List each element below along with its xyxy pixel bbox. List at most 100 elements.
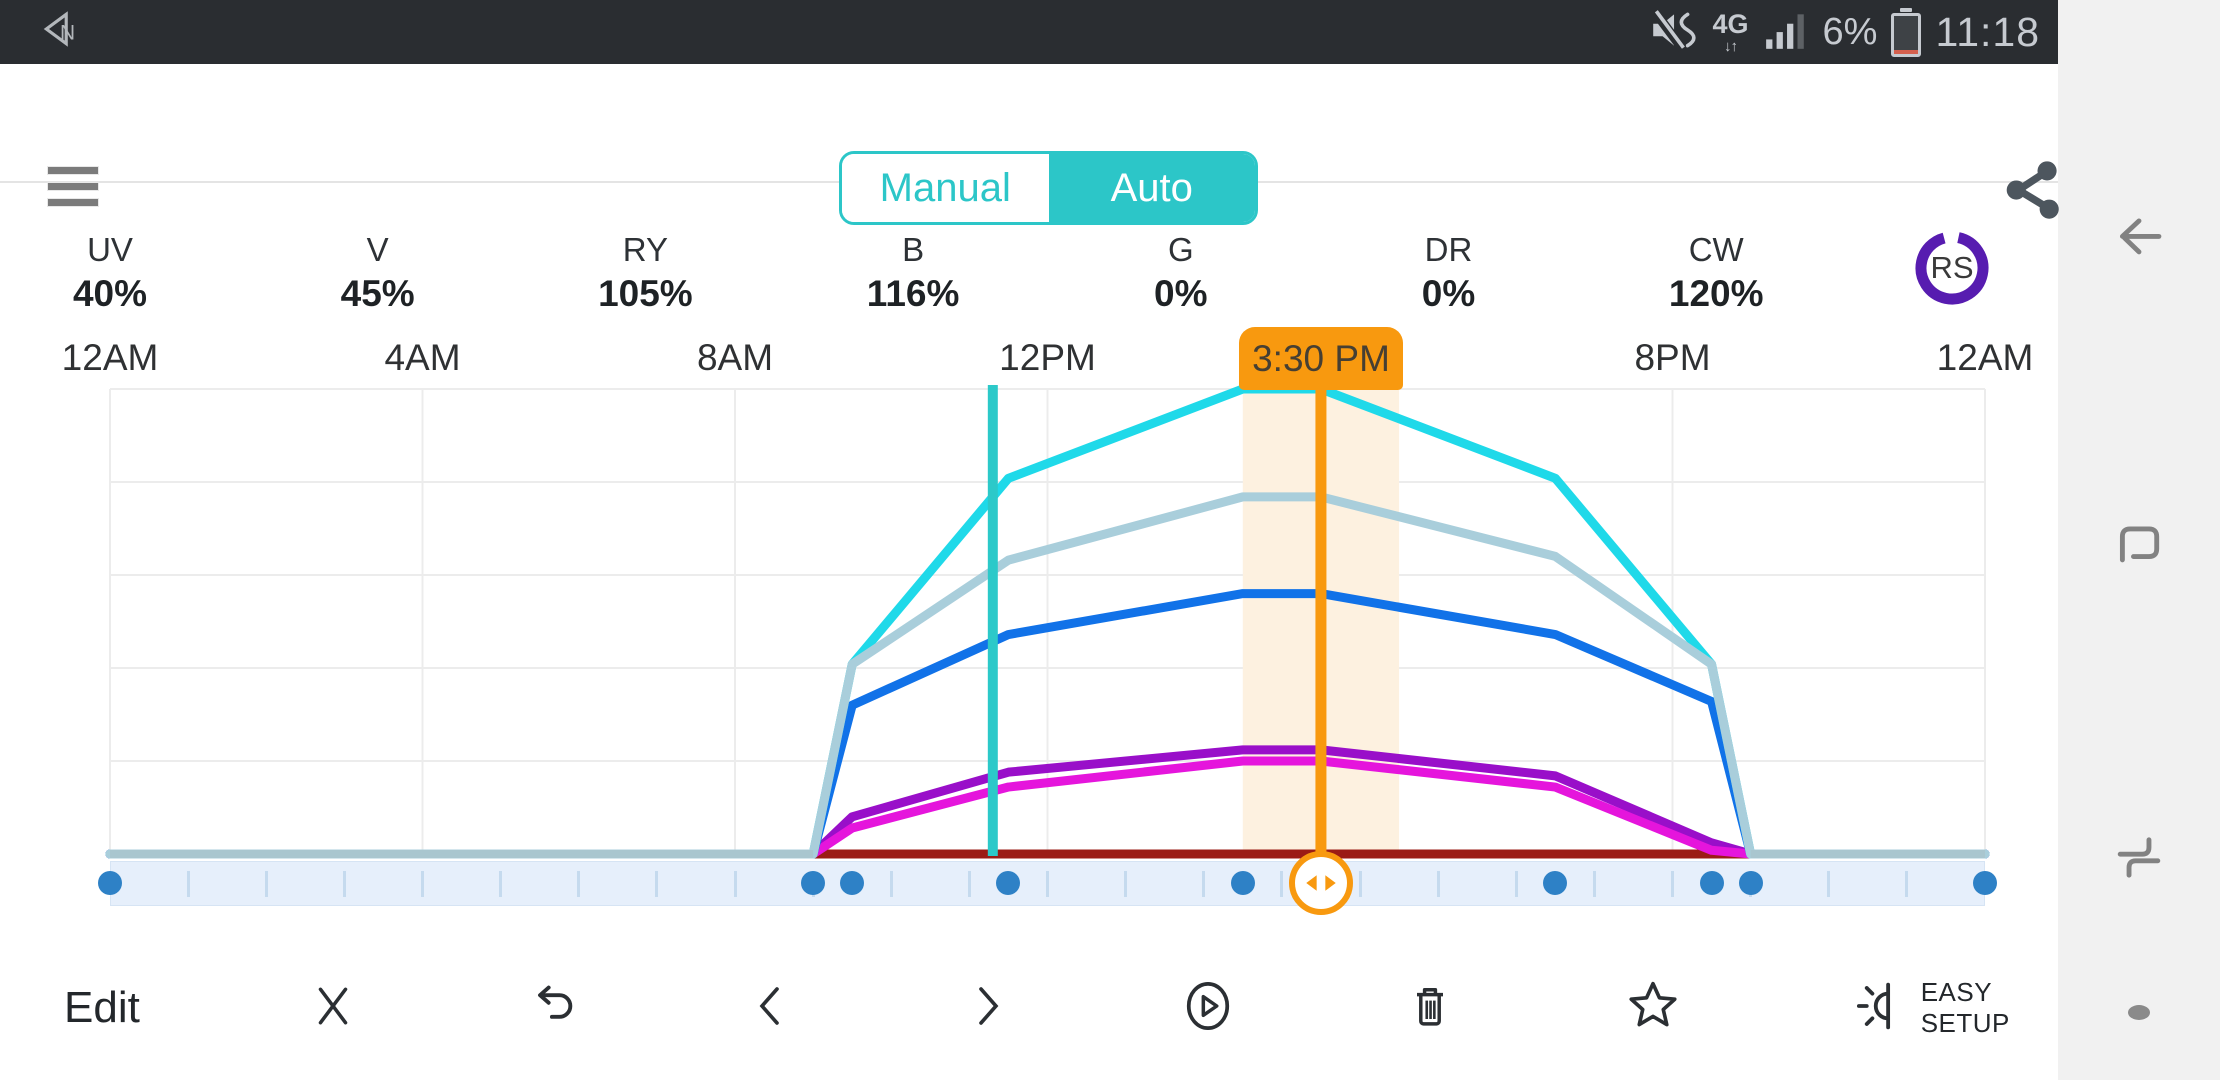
auto-mode-tab[interactable]: Auto xyxy=(1048,154,1255,222)
channel-name: RY xyxy=(622,231,669,268)
hour-tick xyxy=(967,871,971,897)
hour-tick xyxy=(1671,871,1674,897)
easy-setup-button[interactable]: EASY SETUP xyxy=(1851,977,2010,1040)
hour-tick xyxy=(1124,871,1128,897)
time-scrubber-handle[interactable] xyxy=(1288,851,1353,915)
hour-tick xyxy=(889,871,893,897)
easy-setup-label: EASY SETUP xyxy=(1920,976,2010,1038)
channel-item-cw[interactable]: CW 120% xyxy=(1669,231,1764,315)
hour-tick xyxy=(1280,871,1284,897)
series-cyan xyxy=(105,384,1990,859)
rs-ring-button[interactable]: RS xyxy=(1912,228,1992,308)
favorite-button[interactable] xyxy=(1624,977,1682,1040)
nav-back-icon xyxy=(2108,218,2170,273)
back-button[interactable] xyxy=(2108,207,2170,274)
hour-tick xyxy=(1358,871,1362,897)
prev-button[interactable] xyxy=(747,980,795,1037)
channel-item-ry[interactable]: RY 105% xyxy=(598,231,693,315)
data-arrows-icon: ↓↑ xyxy=(1724,37,1738,55)
close-icon xyxy=(308,981,358,1036)
series-pale-blue xyxy=(105,492,1990,859)
hour-tick xyxy=(1202,871,1206,897)
clock-label: 11:18 xyxy=(1935,8,2040,55)
hour-tick xyxy=(499,871,503,897)
app-header: Manual Auto xyxy=(0,64,2059,225)
series-magenta xyxy=(105,756,1990,859)
hour-tick xyxy=(655,871,659,897)
nav-dot-icon xyxy=(2119,1005,2159,1032)
undo-button[interactable] xyxy=(527,980,579,1037)
channel-value: 0% xyxy=(1421,273,1476,314)
network-type-label: 4G xyxy=(1712,8,1749,39)
edit-button[interactable]: Edit xyxy=(64,983,140,1033)
menu-button[interactable] xyxy=(48,167,98,215)
share-button[interactable] xyxy=(1995,156,2063,229)
channel-name: DR xyxy=(1424,231,1473,268)
status-right-cluster: 4G ↓↑ 6% 11:18 xyxy=(1648,5,2040,60)
channel-value: 120% xyxy=(1668,273,1764,314)
signal-strength-icon xyxy=(1763,7,1809,58)
time-axis-label: 8AM xyxy=(696,337,774,378)
time-axis-label: 4AM xyxy=(384,337,461,378)
star-icon xyxy=(1624,977,1682,1040)
chevron-right-icon xyxy=(963,980,1011,1037)
time-axis-label: 12AM xyxy=(1936,337,2034,378)
setpoint-dot[interactable] xyxy=(1543,871,1568,895)
trash-icon xyxy=(1404,979,1456,1038)
manual-mode-tab[interactable]: Manual xyxy=(842,154,1049,222)
time-axis-label: 12PM xyxy=(999,337,1096,378)
channel-name: UV xyxy=(87,231,133,268)
chevron-left-icon xyxy=(747,980,795,1037)
setpoint-dot[interactable] xyxy=(996,871,1021,895)
undo-icon xyxy=(527,980,579,1037)
selected-time-badge[interactable]: 3:30 PM xyxy=(1239,327,1403,390)
delete-button[interactable] xyxy=(1404,979,1456,1038)
hour-tick xyxy=(733,871,737,897)
setpoint-dot[interactable] xyxy=(1230,871,1255,895)
setpoint-dot[interactable] xyxy=(840,871,865,895)
setpoint-dot[interactable] xyxy=(801,871,826,895)
hour-tick xyxy=(186,871,190,897)
channel-item-g[interactable]: G 0% xyxy=(1154,231,1207,315)
channel-name: G xyxy=(1167,231,1194,268)
app-window: N 4G ↓↑ xyxy=(0,0,2059,1041)
popup-view-button[interactable] xyxy=(2108,827,2170,894)
rs-label: RS xyxy=(1930,250,1974,285)
setpoint-dot[interactable] xyxy=(1738,871,1763,895)
hour-tick xyxy=(1827,871,1831,897)
setpoint-dot[interactable] xyxy=(98,871,122,895)
mode-toggle: Manual Auto xyxy=(839,151,1258,225)
nav-popup-icon xyxy=(2108,837,2170,893)
channel-item-b[interactable]: B 116% xyxy=(867,231,960,315)
hour-tick xyxy=(342,871,346,897)
nav-recents-icon xyxy=(2108,526,2170,581)
android-nav-bar xyxy=(2058,0,2220,1080)
setpoint-dot[interactable] xyxy=(1699,871,1724,895)
battery-percent-label: 6% xyxy=(1822,10,1878,53)
hour-tick xyxy=(1046,871,1049,897)
channel-name: B xyxy=(902,231,925,268)
channel-item-v[interactable]: V 45% xyxy=(341,231,415,315)
hide-navbar-button[interactable] xyxy=(2119,998,2159,1033)
preview-play-button[interactable] xyxy=(1180,976,1236,1041)
toolbar-label: Edit xyxy=(64,983,140,1032)
battery-icon xyxy=(1891,7,1922,57)
close-button[interactable] xyxy=(308,981,358,1036)
channel-value: 105% xyxy=(598,273,693,314)
channel-name: CW xyxy=(1688,231,1744,268)
hour-tick xyxy=(421,871,424,897)
recents-button[interactable] xyxy=(2108,515,2170,582)
channel-item-dr[interactable]: DR 0% xyxy=(1422,231,1475,315)
next-button[interactable] xyxy=(963,980,1011,1037)
hour-tick xyxy=(264,871,268,897)
svg-text:N: N xyxy=(60,21,75,44)
channel-value: 0% xyxy=(1154,273,1208,314)
nfc-icon: N xyxy=(38,7,84,58)
play-icon xyxy=(1180,976,1236,1041)
channel-item-uv[interactable]: UV 40% xyxy=(73,231,147,315)
setpoint-dot[interactable] xyxy=(1973,871,1997,895)
hour-tick xyxy=(1436,871,1440,897)
hour-tick xyxy=(1514,871,1518,897)
channel-value: 45% xyxy=(340,273,415,314)
